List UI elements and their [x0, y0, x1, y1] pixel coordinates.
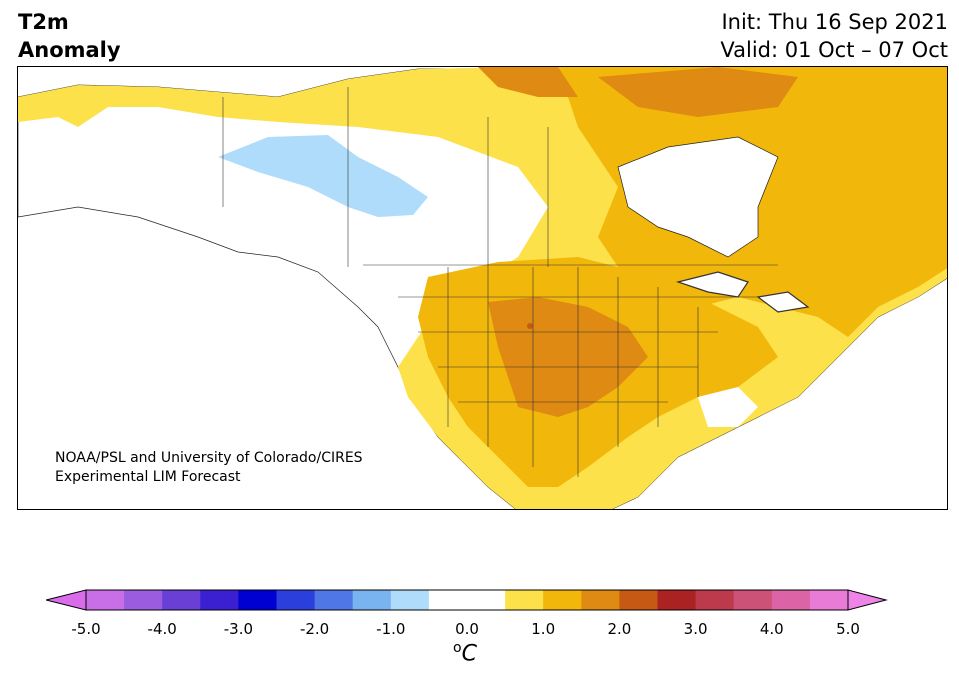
colorbar-cell — [771, 590, 811, 610]
colorbar-cell — [390, 590, 430, 610]
credit-line-1: NOAA/PSL and University of Colorado/CIRE… — [55, 450, 363, 466]
colorbar-cell — [428, 590, 468, 610]
hudson-bay — [617, 136, 779, 258]
colorbar-cell — [733, 590, 773, 610]
colorbar-cell — [86, 590, 125, 610]
colorbar-tick-label: -2.0 — [299, 620, 330, 638]
title-line-2: Anomaly — [18, 38, 121, 62]
colorbar-tick-label: 0.0 — [455, 620, 479, 638]
credit-line-2: Experimental LIM Forecast — [55, 469, 241, 485]
political-borders — [222, 87, 778, 477]
colorbar-cell — [124, 590, 163, 610]
anomaly-white-southeast — [698, 387, 758, 427]
unit-superscript: o — [453, 640, 462, 656]
colorbar-tick-label: 3.0 — [683, 620, 708, 638]
colorbar-cell — [352, 590, 392, 610]
map-canvas — [18, 67, 947, 509]
colorbar-unit: oC — [453, 640, 477, 666]
colorbar-cell — [543, 590, 582, 610]
colorbar-cell — [276, 590, 316, 610]
colorbar-cell — [162, 590, 201, 610]
colorbar-cell — [657, 590, 697, 610]
colorbar-tick-label: -4.0 — [147, 620, 177, 638]
colorbar — [46, 589, 888, 611]
colorbar-tick-label: -5.0 — [71, 620, 101, 638]
map-title: T2m Anomaly — [18, 8, 121, 64]
colorbar-under-arrow — [46, 589, 87, 611]
colorbar-cells — [86, 590, 849, 610]
anomaly-red-spot — [527, 323, 533, 329]
anomaly-map — [17, 66, 948, 510]
credit-text: NOAA/PSL and University of Colorado/CIRE… — [55, 449, 363, 487]
title-line-1: T2m — [18, 10, 69, 34]
unit-symbol: C — [461, 641, 477, 667]
colorbar-cell — [809, 590, 849, 610]
colorbar-cell — [238, 590, 277, 610]
colorbar-tick-label: -3.0 — [223, 620, 254, 638]
colorbar-outline — [85, 589, 849, 611]
great-lakes — [675, 271, 810, 313]
colorbar-cell — [314, 590, 354, 610]
colorbar-tick-label: 4.0 — [759, 620, 784, 638]
colorbar-cell — [200, 590, 239, 610]
colorbar-cell — [581, 590, 620, 610]
date-info: Init: Thu 16 Sep 2021 Valid: 01 Oct – 07… — [720, 8, 948, 64]
valid-date: Valid: 01 Oct – 07 Oct — [720, 38, 948, 62]
colorbar-tick-label: 2.0 — [607, 620, 632, 638]
colorbar-tick-labels: -5.0 -4.0 -3.0 -2.0 -1.0 0.0 1.0 2.0 3.0 4.0 5.0 — [0, 620, 959, 640]
colorbar-tick-label: 1.0 — [531, 620, 556, 638]
colorbar-tick-label: -1.0 — [376, 620, 406, 638]
anomaly-darkorange-arctic — [478, 67, 798, 117]
anomaly-blue-west-canada — [218, 135, 428, 217]
init-date: Init: Thu 16 Sep 2021 — [721, 10, 948, 34]
colorbar-cell — [467, 590, 506, 610]
colorbar-cell — [619, 590, 658, 610]
colorbar-over-arrow — [847, 589, 888, 611]
colorbar-cell — [505, 590, 544, 610]
colorbar-cell — [695, 590, 735, 610]
colorbar-tick-label: 5.0 — [836, 620, 860, 638]
